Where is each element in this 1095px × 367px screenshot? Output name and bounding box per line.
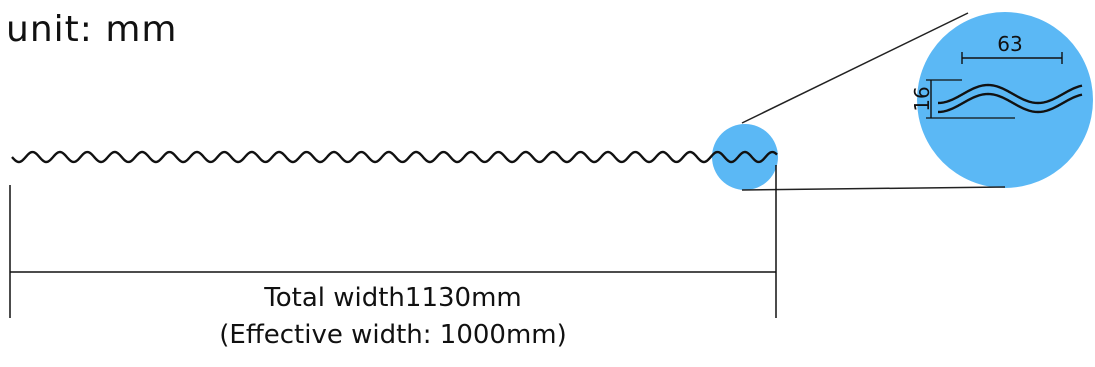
connector-line-bottom [741,186,1006,191]
detail-wave-bottom [937,92,1083,114]
detail-wave-top [937,83,1083,105]
total-width-label: Total width1130mm [264,283,522,313]
effective-width-label: (Effective width: 1000mm) [219,320,567,350]
magnifier-small-circle [712,124,778,190]
unit-label: unit: mm [6,9,178,50]
pitch-dimension-label: 63 [997,32,1023,56]
sheet-profile-wave [11,150,778,164]
height-dimension-label: 16 [910,86,934,112]
connector-line-top [741,12,969,124]
